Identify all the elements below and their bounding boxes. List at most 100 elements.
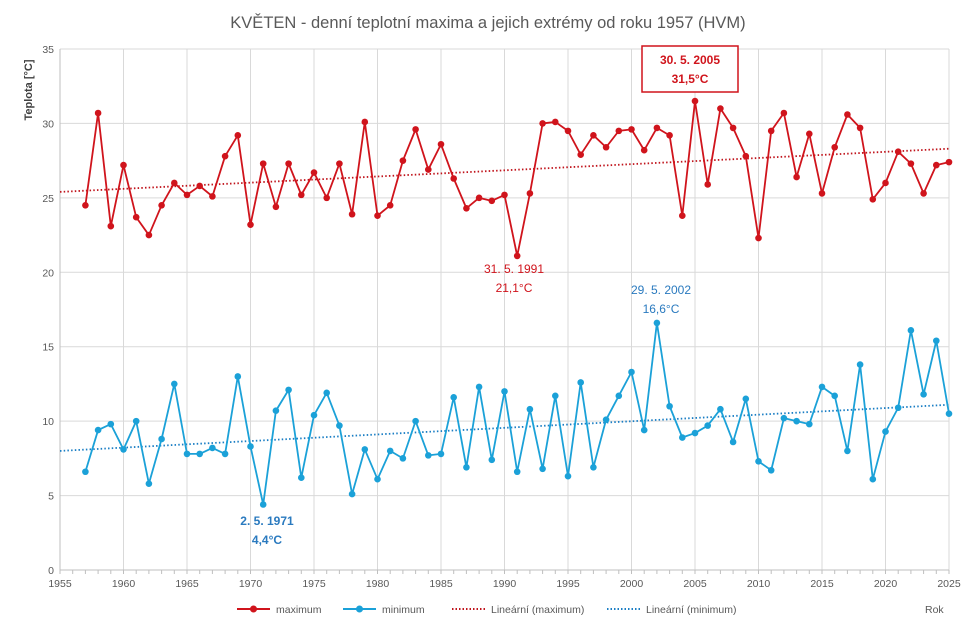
data-point-maximum bbox=[107, 222, 115, 230]
data-point-minimum bbox=[780, 414, 788, 422]
data-point-minimum bbox=[336, 422, 343, 429]
data-point-maximum bbox=[234, 132, 242, 139]
data-point-maximum bbox=[310, 169, 318, 176]
data-point-maximum bbox=[145, 231, 153, 239]
data-point-maximum bbox=[615, 127, 623, 135]
x-tick-label: 1955 bbox=[48, 578, 72, 590]
annotation-value: 4,4°C bbox=[252, 533, 282, 547]
x-tick-label: 1990 bbox=[493, 578, 517, 590]
data-point-minimum bbox=[679, 434, 686, 441]
x-tick-label: 2020 bbox=[874, 578, 898, 590]
annotation-date: 31. 5. 1991 bbox=[484, 262, 544, 276]
data-point-minimum bbox=[907, 327, 915, 334]
data-point-maximum bbox=[475, 194, 483, 202]
data-point-minimum bbox=[501, 388, 508, 395]
data-point-maximum bbox=[386, 202, 394, 209]
data-point-maximum bbox=[374, 212, 381, 220]
y-tick-label: 0 bbox=[48, 565, 54, 577]
data-point-maximum bbox=[755, 234, 762, 242]
data-point-maximum bbox=[488, 197, 496, 205]
data-point-maximum bbox=[259, 160, 267, 167]
data-point-minimum bbox=[894, 404, 902, 412]
data-point-minimum bbox=[526, 405, 534, 413]
data-point-minimum bbox=[755, 458, 762, 465]
data-point-minimum bbox=[590, 463, 597, 471]
y-tick-label: 5 bbox=[48, 491, 54, 503]
data-point-minimum bbox=[564, 472, 572, 480]
data-point-maximum bbox=[679, 212, 686, 220]
data-point-maximum bbox=[539, 120, 546, 127]
data-point-maximum bbox=[691, 97, 699, 105]
data-point-maximum bbox=[196, 182, 203, 190]
x-tick-label: 1985 bbox=[429, 578, 453, 590]
data-point-maximum bbox=[323, 194, 331, 202]
data-point-maximum bbox=[666, 132, 673, 139]
data-point-maximum bbox=[640, 146, 648, 154]
data-point-maximum bbox=[729, 124, 737, 132]
data-point-minimum bbox=[348, 490, 356, 498]
x-tick-label: 2015 bbox=[810, 578, 834, 590]
legend-maximum-label: maximum bbox=[276, 604, 322, 616]
annotation-box bbox=[641, 45, 739, 93]
data-point-maximum bbox=[717, 105, 724, 112]
data-point-minimum bbox=[818, 383, 826, 391]
trend-line-minimum bbox=[59, 403, 950, 452]
chart-title: KVĚTEN - denní teplotní maxima a jejich … bbox=[230, 13, 745, 32]
data-point-minimum bbox=[450, 394, 458, 401]
data-point-maximum bbox=[463, 204, 470, 212]
data-point-minimum bbox=[640, 426, 648, 434]
data-point-maximum bbox=[628, 126, 635, 133]
data-point-minimum bbox=[628, 368, 635, 376]
data-point-maximum bbox=[450, 175, 458, 182]
data-point-minimum bbox=[856, 361, 864, 368]
data-point-maximum bbox=[742, 152, 750, 160]
data-point-maximum bbox=[183, 191, 191, 199]
data-point-minimum bbox=[272, 407, 280, 415]
data-point-maximum bbox=[869, 196, 877, 203]
x-tick-label: 1995 bbox=[556, 578, 580, 590]
data-point-maximum bbox=[552, 118, 559, 126]
data-point-minimum bbox=[183, 450, 191, 458]
annotation-value: 21,1°C bbox=[496, 281, 533, 295]
data-point-maximum bbox=[82, 202, 89, 209]
data-point-minimum bbox=[209, 444, 216, 452]
data-point-minimum bbox=[793, 417, 800, 425]
data-point-maximum bbox=[209, 193, 216, 200]
data-point-minimum bbox=[488, 456, 496, 464]
data-point-minimum bbox=[704, 422, 711, 429]
data-point-minimum bbox=[386, 447, 394, 455]
data-point-maximum bbox=[844, 111, 851, 118]
data-point-maximum bbox=[526, 190, 534, 197]
data-point-minimum bbox=[602, 416, 610, 423]
data-point-minimum bbox=[132, 417, 140, 425]
data-point-maximum bbox=[780, 109, 788, 117]
y-tick-label: 35 bbox=[42, 44, 54, 56]
annotation-value: 31,5°C bbox=[672, 72, 709, 86]
data-point-minimum bbox=[666, 402, 673, 410]
data-point-minimum bbox=[171, 380, 178, 388]
data-point-maximum bbox=[577, 151, 584, 158]
data-point-maximum bbox=[920, 190, 927, 197]
data-point-minimum bbox=[691, 429, 699, 437]
axes bbox=[59, 49, 950, 574]
data-point-maximum bbox=[894, 148, 902, 156]
data-point-maximum bbox=[653, 124, 661, 132]
data-point-minimum bbox=[945, 410, 953, 418]
data-point-maximum bbox=[272, 203, 280, 211]
data-point-maximum bbox=[425, 166, 432, 173]
data-point-minimum bbox=[717, 405, 724, 413]
legend: maximum minimum Lineární (maximum) Lineá… bbox=[237, 604, 944, 616]
data-point-maximum bbox=[806, 130, 813, 138]
annotation-date: 30. 5. 2005 bbox=[660, 53, 720, 67]
data-point-maximum bbox=[513, 252, 521, 260]
data-point-maximum bbox=[793, 173, 800, 181]
data-point-minimum bbox=[259, 501, 267, 508]
data-point-maximum bbox=[767, 127, 775, 135]
x-tick-label: 2005 bbox=[683, 578, 707, 590]
x-tick-label: 1970 bbox=[239, 578, 263, 590]
data-point-minimum bbox=[742, 395, 750, 403]
x-tick-label: 1980 bbox=[366, 578, 390, 590]
y-tick-label: 10 bbox=[42, 416, 54, 428]
data-point-maximum bbox=[704, 181, 711, 188]
